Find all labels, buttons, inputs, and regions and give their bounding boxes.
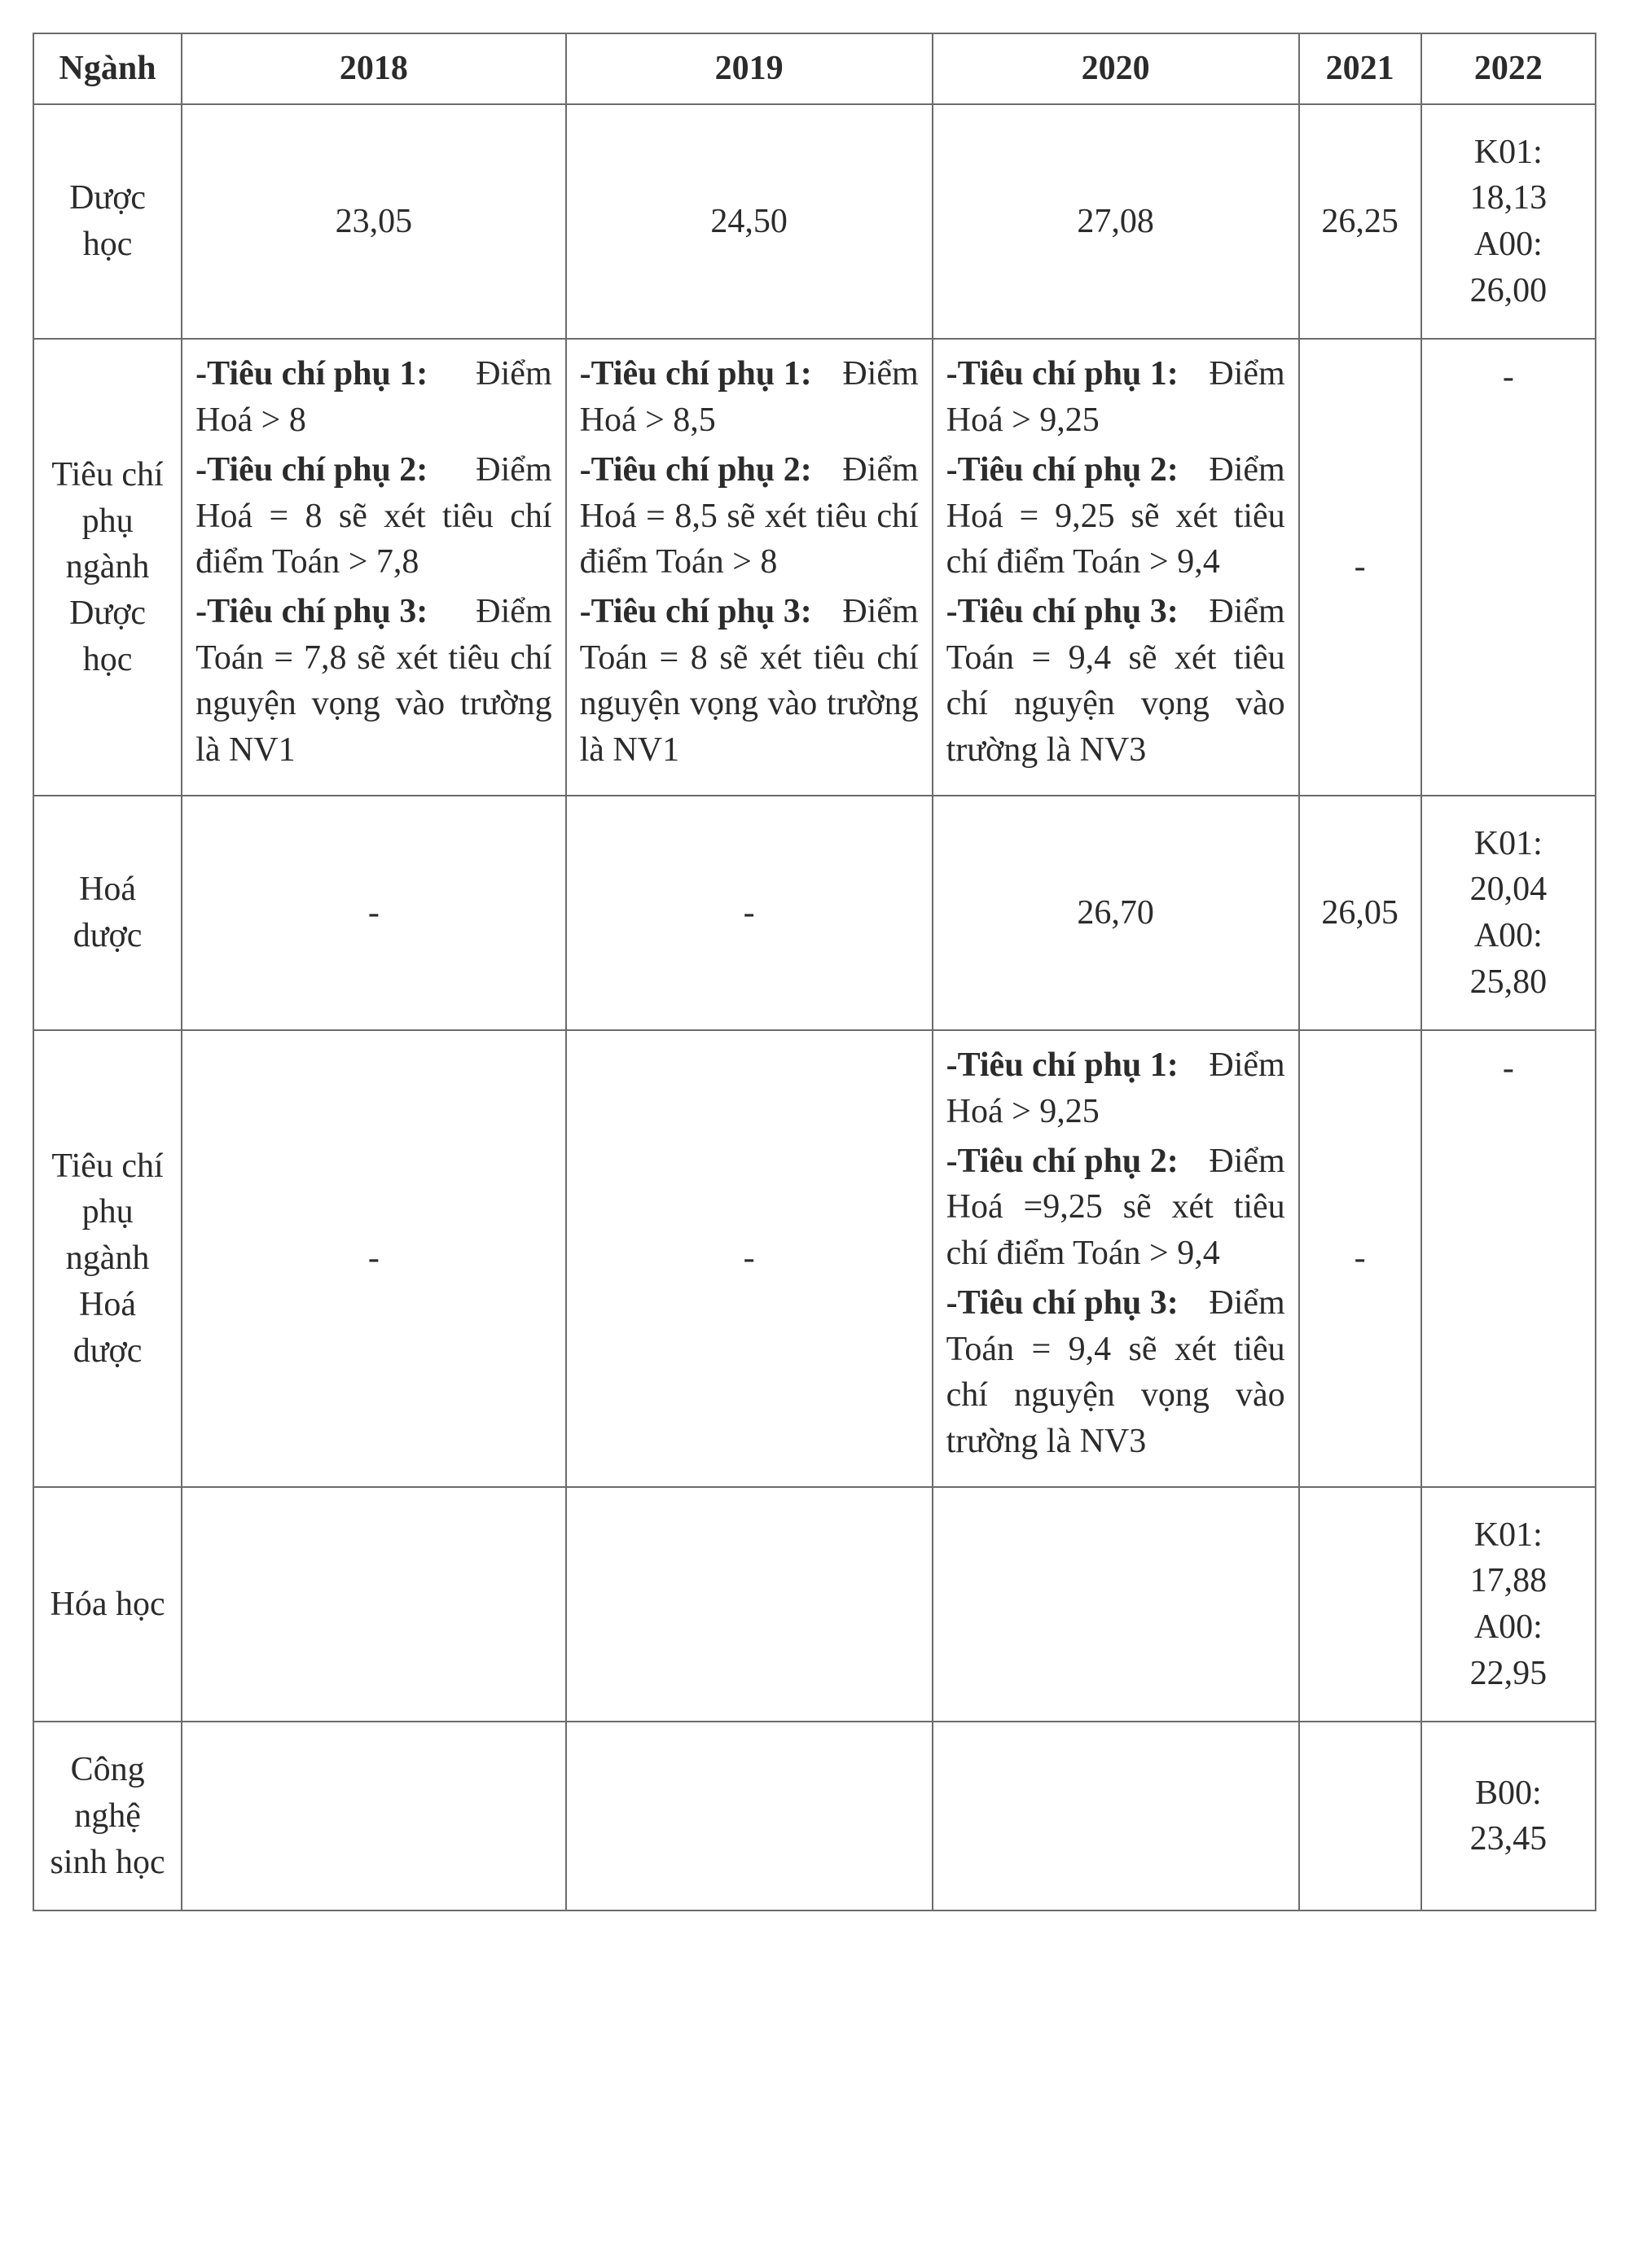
cell-2018-criteria: -Tiêu chí phụ 1: Điểm Hoá > 8 -Tiêu chí … — [182, 339, 565, 795]
y2022-line: K01: — [1434, 821, 1583, 867]
criteria-lead: -Tiêu chí phụ 2: — [946, 1138, 1179, 1185]
y2022-line: 26,00 — [1434, 268, 1583, 314]
y2022-line: 20,04 — [1434, 866, 1583, 913]
cell-2019 — [566, 1487, 933, 1722]
y2022-line: A00: — [1434, 222, 1583, 268]
row-label: Tiêu chí phụ ngành Hoá dược — [33, 1030, 182, 1486]
cell-2021 — [1299, 1487, 1421, 1722]
col-header-2018: 2018 — [182, 33, 565, 104]
cell-2019: - — [566, 796, 933, 1031]
table-row: Tiêu chí phụ ngành Dược học -Tiêu chí ph… — [33, 339, 1596, 795]
y2022-line: 25,80 — [1434, 959, 1583, 1006]
cell-2020: 27,08 — [933, 104, 1299, 340]
table-row: Công nghệ sinh học B00: 23,45 — [33, 1722, 1596, 1910]
y2022-line: 23,45 — [1434, 1816, 1583, 1862]
col-header-2019: 2019 — [566, 33, 933, 104]
col-header-major: Ngành — [33, 33, 182, 104]
cell-2019 — [566, 1722, 933, 1910]
cell-2020: 26,70 — [933, 796, 1299, 1031]
cell-2021: 26,25 — [1299, 104, 1421, 340]
y2022-line: 18,13 — [1434, 175, 1583, 222]
y2022-line: A00: — [1434, 1604, 1583, 1651]
page: Ngành 2018 2019 2020 2021 2022 Dược học … — [33, 33, 1596, 1911]
cell-2019: 24,50 — [566, 104, 933, 340]
cell-2021 — [1299, 1722, 1421, 1910]
cell-2020-criteria: -Tiêu chí phụ 1: Điểm Hoá > 9,25 -Tiêu c… — [933, 1030, 1299, 1486]
scores-table: Ngành 2018 2019 2020 2021 2022 Dược học … — [33, 33, 1596, 1911]
cell-2022: K01: 18,13 A00: 26,00 — [1421, 104, 1596, 340]
y2022-line: K01: — [1434, 1512, 1583, 1559]
cell-2019: - — [566, 1030, 933, 1486]
criteria-lead: -Tiêu chí phụ 1: — [195, 351, 428, 397]
col-header-2021: 2021 — [1299, 33, 1421, 104]
y2022-line: 17,88 — [1434, 1558, 1583, 1604]
criteria-lead: -Tiêu chí phụ 3: — [946, 589, 1179, 635]
cell-2018: 23,05 — [182, 104, 565, 340]
cell-2018 — [182, 1722, 565, 1910]
table-row: Tiêu chí phụ ngành Hoá dược - - -Tiêu ch… — [33, 1030, 1596, 1486]
cell-2022: K01: 17,88 A00: 22,95 — [1421, 1487, 1596, 1722]
col-header-2022: 2022 — [1421, 33, 1596, 104]
cell-2020-criteria: -Tiêu chí phụ 1: Điểm Hoá > 9,25 -Tiêu c… — [933, 339, 1299, 795]
criteria-lead: -Tiêu chí phụ 1: — [580, 351, 812, 397]
row-label: Tiêu chí phụ ngành Dược học — [33, 339, 182, 795]
cell-2021: 26,05 — [1299, 796, 1421, 1031]
criteria-lead: -Tiêu chí phụ 2: — [946, 447, 1179, 494]
y2022-line: A00: — [1434, 913, 1583, 959]
cell-2019-criteria: -Tiêu chí phụ 1: Điểm Hoá > 8,5 -Tiêu ch… — [566, 339, 933, 795]
table-row: Hoá dược - - 26,70 26,05 K01: 20,04 A00:… — [33, 796, 1596, 1031]
cell-2022: - — [1421, 339, 1596, 795]
col-header-2020: 2020 — [933, 33, 1299, 104]
cell-2018: - — [182, 796, 565, 1031]
cell-2020 — [933, 1487, 1299, 1722]
table-row: Hóa học K01: 17,88 A00: 22,95 — [33, 1487, 1596, 1722]
cell-2022: B00: 23,45 — [1421, 1722, 1596, 1910]
criteria-lead: -Tiêu chí phụ 1: — [946, 351, 1179, 397]
y2022-line: 22,95 — [1434, 1651, 1583, 1697]
criteria-lead: -Tiêu chí phụ 1: — [946, 1042, 1179, 1089]
row-label: Dược học — [33, 104, 182, 340]
cell-2022: - — [1421, 1030, 1596, 1486]
criteria-lead: -Tiêu chí phụ 2: — [195, 447, 428, 494]
cell-2021: - — [1299, 339, 1421, 795]
criteria-lead: -Tiêu chí phụ 3: — [580, 589, 812, 635]
table-row: Dược học 23,05 24,50 27,08 26,25 K01: 18… — [33, 104, 1596, 340]
criteria-lead: -Tiêu chí phụ 2: — [580, 447, 812, 494]
criteria-lead: -Tiêu chí phụ 3: — [195, 589, 428, 635]
row-label: Hóa học — [33, 1487, 182, 1722]
y2022-line: B00: — [1434, 1770, 1583, 1817]
cell-2018: - — [182, 1030, 565, 1486]
cell-2020 — [933, 1722, 1299, 1910]
cell-2018 — [182, 1487, 565, 1722]
row-label: Hoá dược — [33, 796, 182, 1031]
criteria-lead: -Tiêu chí phụ 3: — [946, 1280, 1179, 1327]
table-header-row: Ngành 2018 2019 2020 2021 2022 — [33, 33, 1596, 104]
y2022-line: K01: — [1434, 129, 1583, 176]
cell-2021: - — [1299, 1030, 1421, 1486]
row-label: Công nghệ sinh học — [33, 1722, 182, 1910]
cell-2022: K01: 20,04 A00: 25,80 — [1421, 796, 1596, 1031]
